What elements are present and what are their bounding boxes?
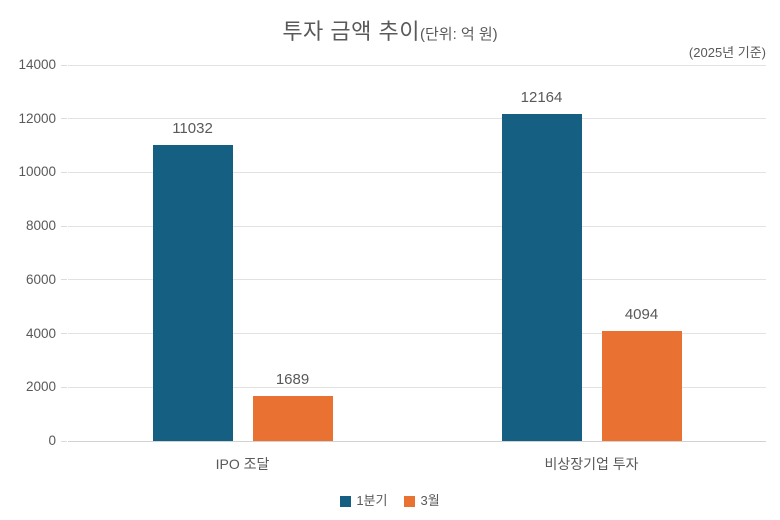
legend-label: 1분기 — [356, 493, 388, 508]
gridline — [68, 64, 766, 66]
y-tick-label: 10000 — [18, 164, 56, 180]
chart-annotation: (2025년 기준) — [688, 45, 766, 60]
gridline — [68, 118, 766, 120]
y-tick-label: 14000 — [18, 57, 56, 72]
y-tick-label: 8000 — [25, 218, 56, 234]
axis-tick — [61, 118, 67, 120]
bar-series2 — [252, 395, 333, 441]
axis-tick — [61, 440, 67, 442]
gridline — [68, 171, 766, 173]
axis-tick — [61, 386, 67, 388]
gridline — [68, 225, 766, 227]
legend-swatch-icon — [404, 495, 416, 507]
y-tick-label: 0 — [48, 433, 56, 448]
chart-title-text: 투자 금액 추이 — [282, 19, 420, 44]
legend: 1분기 3월 — [0, 494, 780, 508]
legend-label: 3월 — [420, 493, 440, 508]
axis-tick — [61, 171, 67, 173]
bar-series1 — [501, 114, 582, 441]
axis-tick — [61, 64, 67, 66]
axis-tick — [61, 279, 67, 281]
axis-tick — [61, 333, 67, 335]
y-tick-label: 2000 — [25, 379, 56, 395]
gridline — [68, 386, 766, 388]
chart-title-unit: (단위: 억 원) — [419, 26, 498, 43]
y-tick-label: 6000 — [25, 271, 56, 287]
legend-swatch-icon — [340, 495, 352, 507]
chart-title: 투자 금액 추이(단위: 억 원) — [0, 14, 780, 46]
y-tick-label: 12000 — [18, 110, 56, 126]
bar-series2 — [601, 331, 682, 441]
bar-value-label: 1689 — [275, 370, 310, 388]
gridline — [68, 333, 766, 335]
gridline — [68, 440, 766, 442]
bar-value-label: 4094 — [624, 306, 659, 324]
bar-series1 — [152, 144, 233, 441]
legend-item: 1분기 — [340, 494, 387, 508]
gridline — [68, 279, 766, 281]
bar-value-label: 12164 — [520, 89, 563, 107]
axis-tick — [61, 225, 67, 227]
y-tick-label: 4000 — [25, 325, 56, 341]
bar-value-label: 11032 — [172, 119, 213, 137]
x-category-label: IPO 조달 — [215, 456, 270, 472]
legend-item: 3월 — [404, 493, 440, 508]
x-category-label: 비상장기업 투자 — [544, 456, 639, 472]
